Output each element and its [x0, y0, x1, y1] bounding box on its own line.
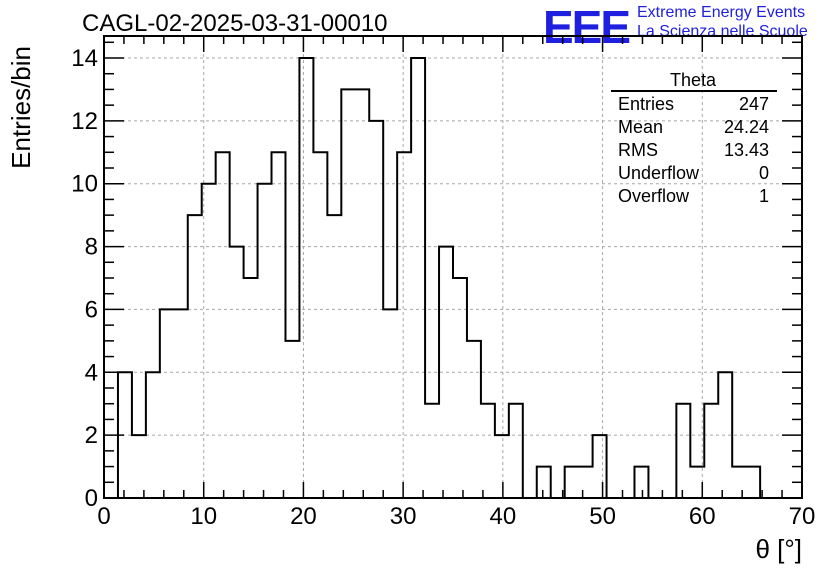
- stats-value: 24.24: [724, 117, 769, 137]
- x-tick-label: 0: [97, 503, 110, 530]
- histogram-series-theta: [104, 57, 802, 499]
- plot-frame: [103, 35, 803, 499]
- y-tick-label: 4: [85, 359, 98, 386]
- x-tick-label: 50: [589, 503, 616, 530]
- stats-box-title: Theta: [670, 70, 717, 90]
- eee-logo: EEE: [543, 1, 631, 53]
- stats-box: Theta Entries 247 Mean 24.24 RMS 13.43 Underfl…: [611, 70, 777, 206]
- stats-label: Entries: [618, 94, 674, 114]
- x-tick-label: 70: [789, 503, 816, 530]
- x-tick-label: 10: [190, 503, 217, 530]
- y-tick-label: 6: [85, 296, 98, 323]
- stats-value: 1: [759, 186, 769, 206]
- axes: [103, 35, 803, 499]
- y-tick-label: 0: [85, 485, 98, 512]
- x-tick-label: 40: [490, 503, 517, 530]
- y-axis-label: Entries/bin: [6, 46, 36, 169]
- chart-title: CAGL-02-2025-03-31-00010: [82, 10, 388, 37]
- y-tick-label: 12: [71, 108, 98, 135]
- stats-value: 0: [759, 163, 769, 183]
- grid: [104, 36, 802, 498]
- stats-value: 13.43: [724, 140, 769, 160]
- stats-label: Mean: [618, 117, 663, 137]
- logo-line-1: Extreme Energy Events: [637, 4, 806, 21]
- x-tick-label: 20: [290, 503, 317, 530]
- y-tick-label: 2: [85, 422, 98, 449]
- y-tick-label: 8: [85, 234, 98, 261]
- stats-label: Overflow: [618, 186, 690, 206]
- x-tick-label: 30: [390, 503, 417, 530]
- y-tick-label: 14: [71, 45, 98, 72]
- stats-value: 247: [739, 94, 769, 114]
- x-axis-label: θ [°]: [755, 534, 802, 564]
- y-tick-label: 10: [71, 171, 98, 198]
- x-tick-label: 60: [689, 503, 716, 530]
- stats-label: Underflow: [618, 163, 700, 183]
- stats-label: RMS: [618, 140, 658, 160]
